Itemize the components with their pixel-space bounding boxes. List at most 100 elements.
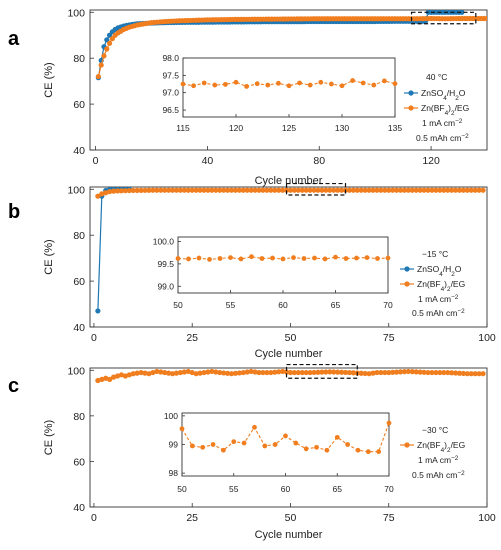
- data-point: [217, 369, 223, 376]
- data-point: [185, 187, 191, 193]
- inset-data-point: [175, 256, 181, 261]
- data-point: [228, 187, 235, 193]
- legend-marker: [404, 266, 410, 272]
- inset-y-tick-label: 100: [164, 411, 178, 421]
- data-point: [252, 369, 258, 375]
- data-point: [291, 369, 297, 376]
- inset-y-tick-label: 99.0: [157, 281, 174, 291]
- series-group: [95, 10, 487, 81]
- x-tick-label: 100: [478, 332, 496, 344]
- data-point: [166, 370, 172, 376]
- inset-data-point: [318, 79, 324, 85]
- data-point: [106, 40, 113, 46]
- x-tick-label: 80: [313, 155, 325, 167]
- legend-condition: −30 °C: [422, 425, 448, 435]
- data-point: [299, 369, 305, 376]
- data-point: [236, 370, 242, 376]
- inset-data-point: [186, 256, 191, 262]
- data-point: [244, 369, 250, 375]
- data-point: [417, 187, 423, 193]
- y-axis-label: CE (%): [43, 420, 55, 455]
- data-point: [181, 187, 187, 193]
- y-axis-label: CE (%): [43, 62, 55, 97]
- data-point: [130, 371, 136, 377]
- y-tick-label: 100: [67, 365, 85, 377]
- data-point: [138, 369, 144, 376]
- data-point: [177, 369, 184, 376]
- x-tick-label: 100: [478, 512, 496, 524]
- inset-x-tick-label: 60: [278, 300, 288, 310]
- data-point: [103, 190, 109, 196]
- data-point: [374, 187, 380, 193]
- data-point: [390, 187, 396, 193]
- legend-current-density: 1 mA cm−2: [418, 455, 459, 466]
- inset-data-point: [303, 446, 309, 452]
- data-point: [217, 187, 223, 193]
- inset-x-tick-label: 125: [282, 123, 296, 133]
- legend-areal-capacity: 0.5 mAh cm−2: [412, 470, 465, 481]
- data-point: [134, 370, 140, 376]
- data-point: [169, 187, 176, 193]
- data-point: [464, 371, 470, 377]
- data-point: [146, 371, 152, 377]
- data-point: [103, 375, 109, 381]
- data-point: [338, 187, 345, 193]
- inset-data-point: [196, 255, 202, 261]
- data-point: [405, 368, 411, 375]
- inset-chart: 115 120 125 130 135 96.5 97.0 97.5 98.0: [162, 53, 402, 133]
- x-tick-label: 25: [186, 332, 198, 344]
- inset-data-point: [333, 254, 338, 260]
- data-point: [366, 187, 372, 193]
- data-point: [193, 187, 199, 193]
- data-point: [468, 187, 474, 193]
- inset-data-point: [286, 83, 292, 89]
- data-point: [248, 187, 254, 193]
- data-point: [95, 73, 101, 80]
- x-tick-label: 0: [93, 155, 99, 167]
- inset-data-point: [201, 80, 207, 86]
- data-point: [201, 187, 207, 193]
- data-point: [386, 369, 392, 376]
- data-point: [107, 376, 113, 382]
- data-point: [224, 187, 231, 193]
- data-point: [335, 369, 341, 375]
- inset-data-point: [191, 83, 197, 89]
- x-axis-label: Cycle number: [255, 175, 323, 187]
- inset-data-point: [276, 80, 281, 86]
- data-point: [441, 187, 447, 193]
- data-point: [177, 187, 184, 193]
- inset-data-point: [189, 443, 195, 449]
- inset-data-point: [233, 79, 239, 85]
- y-tick-label: 60: [73, 99, 85, 111]
- legend-current-density: 1 mA cm−2: [418, 294, 459, 305]
- data-point: [287, 369, 294, 376]
- data-point: [114, 373, 121, 379]
- data-point: [413, 369, 419, 375]
- data-point: [197, 370, 203, 376]
- data-point: [472, 371, 478, 377]
- inset-data-point: [307, 82, 313, 88]
- data-point: [118, 188, 125, 194]
- data-point: [460, 370, 467, 377]
- data-point: [464, 187, 470, 193]
- data-point: [173, 370, 180, 376]
- data-point: [413, 187, 419, 193]
- inset-data-point: [231, 439, 237, 445]
- data-point: [374, 369, 380, 376]
- inset-data-point: [228, 255, 233, 261]
- inset-data-point: [355, 447, 361, 453]
- inset-y-tick-label: 98: [169, 468, 179, 478]
- data-point: [303, 187, 309, 193]
- inset-data-point: [386, 420, 392, 426]
- y-tick-label: 80: [73, 230, 85, 242]
- x-axis-label: Cycle number: [255, 348, 323, 360]
- data-point: [323, 187, 329, 193]
- panel-letter: c: [8, 375, 19, 397]
- data-point: [445, 369, 451, 376]
- data-point: [484, 15, 487, 22]
- data-point: [378, 187, 384, 193]
- inset-data-point: [371, 82, 377, 88]
- series-group: [95, 368, 486, 384]
